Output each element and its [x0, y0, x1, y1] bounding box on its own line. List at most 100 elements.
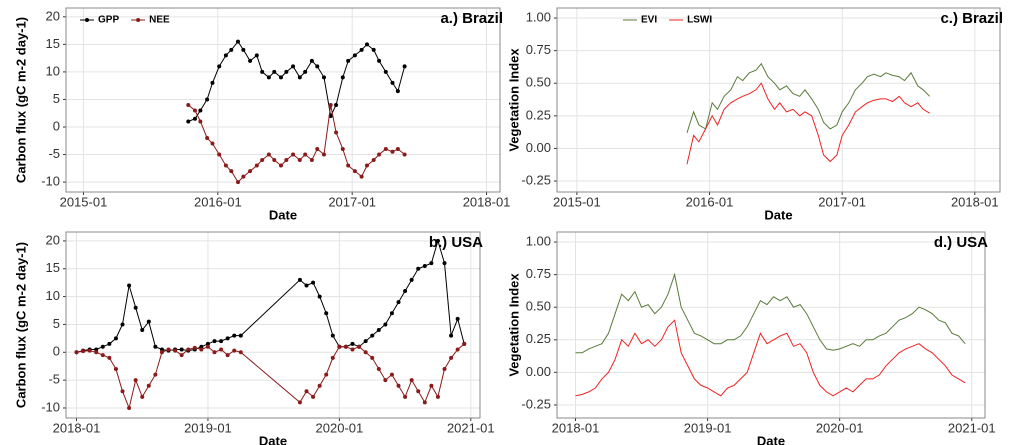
data-point [210, 80, 215, 85]
data-point [455, 347, 460, 352]
series-line [575, 272, 966, 354]
data-point [346, 163, 351, 168]
panel-title: c.) Brazil [940, 10, 1003, 27]
data-point [278, 163, 283, 168]
data-point [395, 89, 400, 94]
data-point [260, 69, 265, 74]
data-point [232, 333, 237, 338]
data-point [241, 47, 246, 52]
y-tick-label: 0.25 [526, 331, 551, 346]
data-point [198, 108, 203, 113]
panel-title: b.) USA [429, 234, 483, 251]
data-point [340, 147, 345, 152]
panel-title: d.) USA [934, 234, 988, 251]
data-point [217, 64, 222, 69]
data-point [390, 149, 395, 154]
data-point [210, 141, 215, 146]
x-tick-label: 2019-01 [184, 420, 232, 435]
data-point [389, 372, 394, 377]
x-tick-label: 2015-01 [60, 194, 108, 209]
data-point [133, 305, 138, 310]
data-point [87, 348, 92, 353]
data-point [225, 353, 230, 358]
data-point [140, 394, 145, 399]
data-point [133, 378, 138, 383]
data-point [192, 116, 197, 121]
data-point [219, 339, 224, 344]
data-point [205, 341, 210, 346]
data-point [297, 75, 302, 80]
data-point [254, 163, 259, 168]
y-tick-label: 1.00 [526, 9, 551, 24]
data-point [223, 53, 228, 58]
data-point [330, 355, 335, 360]
y-tick-label: 20 [46, 8, 60, 23]
data-point [346, 58, 351, 63]
legend-label: EVI [641, 15, 657, 26]
data-point [389, 311, 394, 316]
data-point [309, 58, 314, 63]
x-axis-label: Date [757, 433, 785, 445]
legend-label: LSWI [687, 15, 712, 26]
series-line [686, 82, 930, 165]
x-tick-label: 2018-01 [53, 420, 101, 435]
x-tick-label: 2018-01 [552, 420, 600, 435]
data-point [402, 152, 407, 157]
x-tick-label: 2018-01 [463, 194, 511, 209]
data-point [297, 400, 302, 405]
data-point [330, 333, 335, 338]
data-point [383, 378, 388, 383]
y-tick-label: 0.25 [526, 107, 551, 122]
y-tick-label: 1.00 [526, 233, 551, 248]
y-tick-label: 10 [46, 288, 60, 303]
data-point [416, 266, 421, 271]
y-tick-label: 0.00 [526, 140, 551, 155]
data-point [235, 180, 240, 185]
data-point [107, 355, 112, 360]
data-point [364, 163, 369, 168]
y-tick-label: 0.50 [526, 75, 551, 90]
data-point [352, 169, 357, 174]
data-point [383, 322, 388, 327]
data-point [324, 372, 329, 377]
panel-title: a.) Brazil [440, 10, 503, 27]
data-point [337, 344, 342, 349]
y-tick-label: 0 [53, 118, 60, 133]
y-tick-label: 10 [46, 63, 60, 78]
data-point [205, 136, 210, 141]
data-point [359, 47, 364, 52]
y-tick-label: 15 [46, 260, 60, 275]
data-point [359, 174, 364, 179]
data-point [254, 53, 259, 58]
data-point [396, 383, 401, 388]
data-point [395, 147, 400, 152]
data-point [272, 69, 277, 74]
x-axis-label: Date [269, 207, 297, 222]
data-point [225, 336, 230, 341]
y-tick-label: 0 [53, 344, 60, 359]
data-point [94, 350, 99, 355]
data-point [462, 341, 467, 346]
y-tick-label: 5 [53, 316, 60, 331]
data-point [429, 261, 434, 266]
data-point [94, 347, 99, 352]
data-point [409, 378, 414, 383]
data-point [340, 75, 345, 80]
y-tick-label: 0.75 [526, 42, 551, 57]
legend-marker [85, 18, 89, 22]
data-point [442, 261, 447, 266]
series-line [76, 343, 465, 410]
x-tick-label: 2017-01 [328, 194, 376, 209]
data-point [212, 350, 217, 355]
data-point [198, 119, 203, 124]
data-point [238, 333, 243, 338]
x-tick-label: 2020-01 [316, 420, 364, 435]
data-point [317, 294, 322, 299]
data-point [403, 289, 408, 294]
data-point [159, 347, 164, 352]
data-point [422, 400, 427, 405]
data-point [205, 97, 210, 102]
data-point [173, 348, 178, 353]
y-tick-label: 0.00 [526, 364, 551, 379]
data-point [192, 345, 197, 350]
